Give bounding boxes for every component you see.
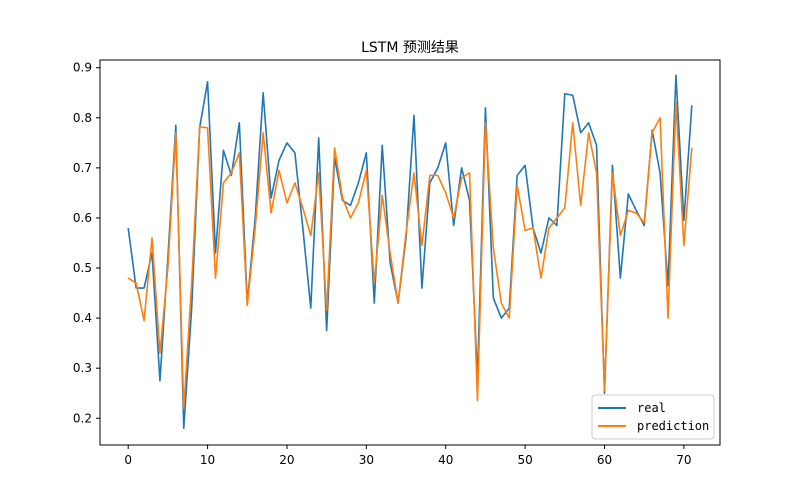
x-tick-label: 30 bbox=[359, 453, 374, 467]
x-axis: 0 10 20 30 40 50 60 70 bbox=[124, 445, 692, 467]
x-tick-label: 0 bbox=[124, 453, 132, 467]
y-tick-label: 0.8 bbox=[73, 111, 92, 125]
legend: real prediction bbox=[591, 394, 715, 440]
y-tick-label: 0.2 bbox=[73, 411, 92, 425]
y-tick-label: 0.7 bbox=[73, 161, 92, 175]
y-tick-label: 0.5 bbox=[73, 261, 92, 275]
legend-box bbox=[591, 394, 715, 440]
x-tick-label: 40 bbox=[438, 453, 453, 467]
x-tick-label: 20 bbox=[279, 453, 294, 467]
plot-frame bbox=[99, 59, 721, 446]
series-line-real bbox=[127, 74, 693, 430]
x-tick-label: 50 bbox=[517, 453, 532, 467]
series-line-prediction bbox=[127, 101, 693, 410]
y-tick-label: 0.4 bbox=[73, 311, 92, 325]
series-layer bbox=[127, 74, 693, 430]
y-tick-label: 0.9 bbox=[73, 61, 92, 75]
x-tick-label: 10 bbox=[200, 453, 215, 467]
y-axis: 0.2 0.3 0.4 0.5 0.6 0.7 0.8 0.9 bbox=[73, 61, 100, 425]
y-tick-label: 0.3 bbox=[73, 361, 92, 375]
legend-prediction-label: prediction bbox=[637, 419, 709, 433]
x-tick-label: 70 bbox=[676, 453, 691, 467]
legend-real-label: real bbox=[637, 401, 666, 415]
x-tick-label: 60 bbox=[597, 453, 612, 467]
chart-title: LSTM 预测结果 bbox=[361, 40, 459, 56]
y-tick-label: 0.6 bbox=[73, 211, 92, 225]
